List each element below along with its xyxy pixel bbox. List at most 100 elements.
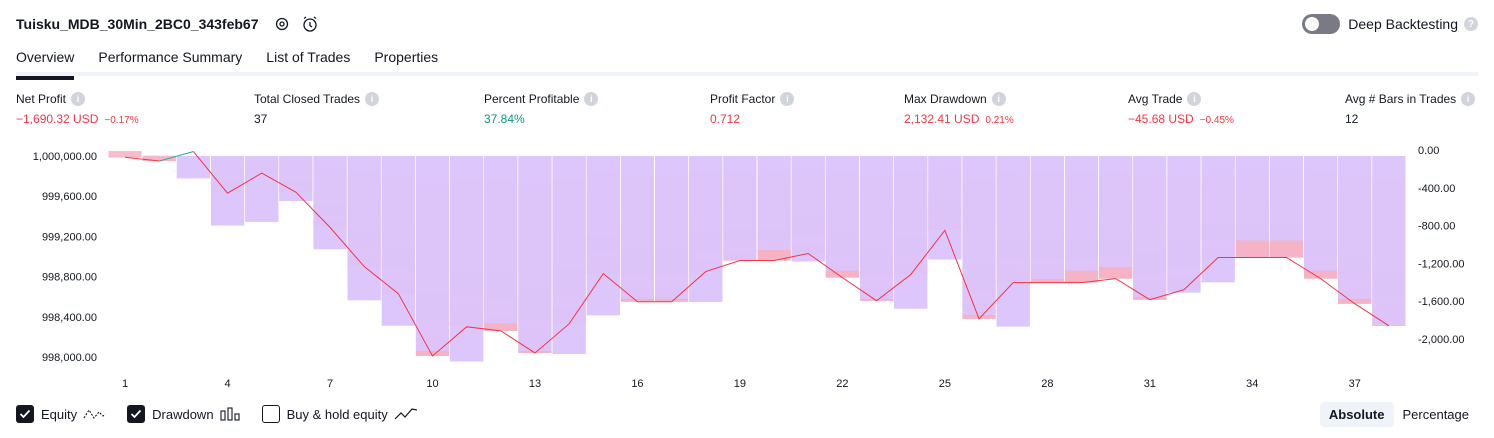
tab-bar: Overview Performance Summary List of Tra… (16, 44, 1478, 80)
legend-drawdown[interactable]: Drawdown (127, 405, 241, 423)
drawdown-bar-tail (245, 173, 279, 222)
drawdown-bar-tail (689, 271, 723, 303)
equity-excess-area (142, 155, 176, 162)
equity-excess-area (1064, 270, 1099, 283)
x-axis-tick-label: 4 (224, 378, 230, 390)
y-axis-right-tick-label: 0.00 (1418, 145, 1439, 157)
checkbox-drawdown[interactable] (127, 405, 146, 423)
equity-excess-area (108, 150, 142, 158)
info-icon[interactable]: i (1187, 92, 1202, 106)
buy-hold-line-icon (394, 407, 418, 421)
x-axis-tick-label: 1 (122, 378, 128, 390)
info-icon[interactable]: i (780, 92, 795, 106)
alarm-clock-icon[interactable] (299, 13, 321, 35)
drawdown-bar (552, 156, 586, 354)
stat-percent-profitable: Percent Profitable i 37.84% (484, 92, 599, 126)
equity-excess-area (1133, 297, 1167, 300)
tab-performance-summary[interactable]: Performance Summary (98, 49, 243, 65)
legend-equity-label: Equity (41, 406, 78, 422)
tab-list-of-trades[interactable]: List of Trades (266, 49, 351, 65)
strategy-name: Tuisku_MDB_30Min_2BC0_343feb67 (16, 16, 259, 32)
toggle-knob (1305, 17, 1320, 31)
y-axis-left-tick-label: 998,400.00 (42, 312, 97, 324)
stat-label: Avg Trade (1128, 92, 1183, 106)
drawdown-bar (1338, 156, 1372, 300)
drawdown-bar (1269, 156, 1304, 241)
info-icon[interactable]: i (71, 92, 86, 106)
drawdown-bar-tail (313, 227, 347, 250)
deep-backtesting-label: Deep Backtesting (1348, 16, 1458, 32)
equity-line (193, 151, 1390, 357)
tab-overview[interactable]: Overview (16, 44, 75, 80)
x-axis-tick-label: 34 (1246, 378, 1258, 390)
info-icon[interactable]: i (991, 92, 1006, 106)
stat-label: Avg # Bars in Trades (1345, 92, 1457, 106)
help-icon[interactable]: ? (1464, 17, 1478, 31)
tab-properties[interactable]: Properties (374, 49, 439, 65)
equity-excess-area (484, 323, 518, 331)
info-icon[interactable]: i (365, 92, 380, 106)
stat-label: Profit Factor (710, 92, 776, 106)
legend-equity[interactable]: Equity (16, 405, 107, 423)
x-axis-tick-label: 22 (836, 378, 848, 390)
drawdown-bar-tail (894, 274, 928, 309)
equity-excess-area (1304, 270, 1338, 279)
drawdown-bar (1167, 156, 1201, 293)
x-axis-tick-label: 25 (939, 378, 951, 390)
equity-excess-area (962, 315, 996, 319)
legend-buy-hold[interactable]: Buy & hold equity (261, 405, 418, 423)
drawdown-bar (723, 156, 757, 260)
equity-excess-area (1030, 279, 1064, 283)
checkbox-equity[interactable] (16, 405, 34, 423)
drawdown-bar (859, 156, 894, 300)
drawdown-bar (1064, 156, 1099, 271)
settings-icon[interactable] (271, 13, 293, 35)
absolute-button[interactable]: Absolute (1319, 401, 1394, 427)
equity-line-icon (83, 407, 107, 421)
equity-excess-area (1235, 240, 1269, 258)
equity-excess-area (655, 299, 689, 302)
info-icon[interactable]: i (1461, 92, 1476, 106)
equity-line (125, 156, 160, 162)
drawdown-bar (1133, 156, 1167, 298)
drawdown-bar-tail (791, 253, 825, 262)
equity-drawdown-chart[interactable]: 1,000,000.00 999,600.00 999,200.00 998,800.… (0, 140, 1494, 396)
checkbox-buy-hold[interactable] (261, 405, 280, 423)
deep-backtesting-toggle[interactable] (1302, 14, 1341, 34)
drawdown-bar (757, 156, 791, 251)
stat-value: −45.68 USD (1128, 112, 1194, 126)
y-axis-right-tick-label: -2,000.00 (1418, 334, 1464, 346)
y-axis-left-tick-label: 998,800.00 (42, 272, 97, 284)
stat-net-profit: Net Profit i −1,690.32 USD −0.17% (16, 92, 139, 126)
equity-excess-area (825, 270, 859, 278)
percentage-button[interactable]: Percentage (1402, 406, 1470, 422)
display-mode-toggle: Absolute Percentage (1319, 400, 1478, 428)
drawdown-bar-tail (586, 273, 620, 316)
y-axis-right-tick-label: -800.00 (1418, 221, 1455, 233)
stat-percent: −0.17% (104, 115, 139, 126)
stat-total-closed-trades: Total Closed Trades i 37 (254, 92, 380, 126)
x-axis-tick-label: 16 (631, 378, 643, 390)
x-axis-tick-label: 7 (327, 378, 333, 390)
deep-backtesting: Deep Backtesting ? (1302, 12, 1478, 36)
drawdown-bar (518, 156, 552, 352)
stat-avg-bars: Avg # Bars in Trades i 12 (1345, 92, 1476, 126)
equity-excess-area (518, 351, 552, 353)
drawdown-bar-tail (279, 192, 313, 201)
drawdown-bar (655, 156, 689, 300)
info-icon[interactable]: i (584, 92, 599, 106)
stat-avg-trade: Avg Trade i −45.68 USD −0.45% (1128, 92, 1234, 126)
equity-line-up (159, 151, 194, 162)
equity-excess-area (1338, 299, 1372, 304)
equity-excess-area (415, 351, 450, 356)
drawdown-bar (962, 156, 996, 316)
drawdown-bar-tail (1167, 289, 1201, 293)
stat-profit-factor: Profit Factor i 0.712 (710, 92, 795, 126)
legend-drawdown-label: Drawdown (152, 406, 214, 422)
y-axis-left-tick-label: 998,000.00 (42, 352, 97, 364)
y-axis-right-tick-label: -400.00 (1418, 183, 1455, 195)
drawdown-bar (484, 156, 518, 324)
equity-excess-area (1099, 267, 1133, 279)
drawdown-bar (415, 156, 450, 352)
y-axis-right-tick-label: -1,600.00 (1418, 296, 1464, 308)
